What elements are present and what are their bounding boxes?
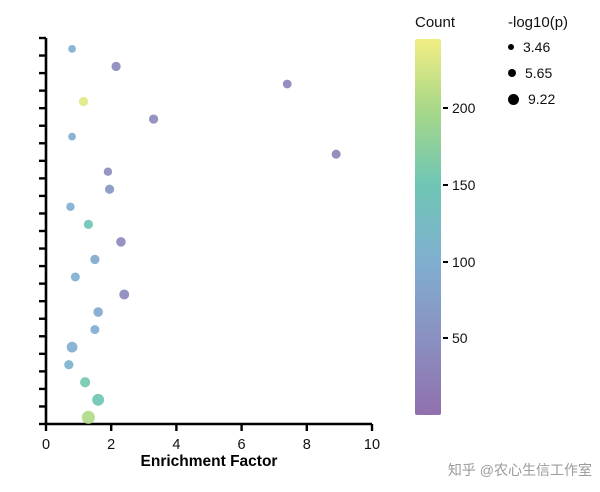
x-tick-label: 10 [364,437,380,453]
data-point[interactable] [90,254,100,265]
colorbar-tick [443,260,448,263]
count-colorbar [415,39,441,415]
data-point[interactable] [66,341,78,353]
data-point[interactable] [90,325,100,335]
x-axis-title: Enrichment Factor [141,453,278,470]
size-legend-label: 3.46 [523,39,551,55]
data-point[interactable] [78,96,89,107]
data-point[interactable] [92,393,105,406]
colorbar-tick-label: 50 [452,330,468,347]
data-point[interactable] [331,149,341,159]
x-tick-label: 0 [42,437,50,453]
data-point[interactable] [116,237,126,247]
count-legend-title: Count [415,14,456,31]
data-point[interactable] [119,289,130,300]
colorbar-tick-label: 150 [452,176,476,193]
x-tick-label: 6 [238,437,246,453]
size-legend-dot-icon [508,44,514,50]
data-point[interactable] [83,219,93,229]
data-point[interactable] [80,377,91,388]
size-legend-items: 3.46 5.65 9.22 [508,39,568,107]
data-point[interactable] [103,167,113,176]
data-point[interactable] [148,114,159,124]
size-legend-label: 9.22 [528,91,556,107]
size-legend-label: 5.65 [525,65,553,81]
colorbar-tick [443,183,448,186]
size-legend-title: -log10(p) [508,14,569,31]
data-point[interactable] [111,61,121,72]
colorbar-tick [443,337,448,340]
scatter-plot-canvas: 0 2 4 6 8 10 Enrichment Factor [39,36,380,470]
watermark: 知乎 @农心生信工作室 [447,462,592,478]
colorbar-tick-label: 200 [452,100,476,117]
size-legend: -log10(p) 3.46 5.65 9.22 [508,14,568,107]
data-point[interactable] [70,272,80,282]
size-legend-item: 3.46 [508,39,568,55]
data-point[interactable] [64,360,74,370]
x-tick-label: 8 [303,437,311,453]
data-point[interactable] [81,410,95,424]
x-tick-label: 2 [107,437,115,453]
x-tick-label: 4 [172,437,180,453]
data-point[interactable] [68,132,76,141]
data-point[interactable] [93,307,103,317]
size-legend-item: 5.65 [508,65,568,81]
size-legend-dot-icon [508,93,519,105]
data-point[interactable] [66,202,75,211]
colorbar-tick [443,107,448,110]
data-point[interactable] [68,45,76,53]
colorbar-tick-label: 100 [452,253,476,270]
colorbar-wrap: 50 100 150 200 [415,39,475,415]
count-colorbar-legend: Count 50 100 150 200 [415,14,475,415]
data-point[interactable] [282,79,292,89]
size-legend-item: 9.22 [508,91,568,107]
size-legend-dot-icon [508,69,516,77]
data-point[interactable] [104,184,115,194]
